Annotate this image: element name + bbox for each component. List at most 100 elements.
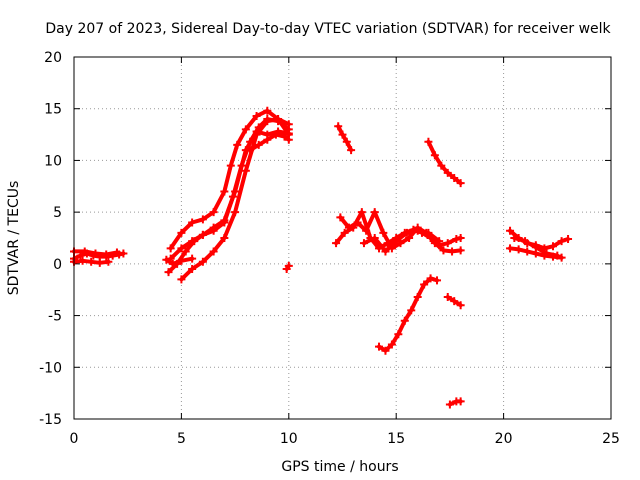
y-axis-label: SDTVAR / TECUs (6, 181, 22, 296)
data-point (424, 228, 433, 237)
series-arc-rise-e (162, 254, 197, 268)
data-point (284, 120, 293, 129)
data-point (252, 127, 261, 136)
data-point (553, 251, 562, 260)
series-arc-rise-d (164, 127, 293, 277)
data-point (413, 226, 422, 235)
data-point (514, 245, 523, 254)
data-point (271, 130, 280, 139)
data-point (542, 249, 551, 258)
data-point (394, 330, 403, 339)
chart-title: Day 207 of 2023, Sidereal Day-to-day VTE… (45, 21, 611, 37)
tick-labels: 0 5 10 15 20 25 -15 -10 -5 0 5 10 15 20 (39, 50, 620, 447)
data-point (334, 122, 343, 131)
data-point (104, 257, 113, 266)
data-point (220, 216, 229, 225)
data-point (166, 244, 175, 253)
data-point (332, 239, 341, 248)
series-arc-16h-high (424, 137, 465, 188)
data-point (168, 259, 177, 268)
data-point (338, 130, 347, 139)
data-point (549, 242, 558, 251)
data-point (456, 234, 465, 242)
data-point (420, 280, 429, 289)
series-point-17h-low (445, 397, 465, 409)
y-tick-label: -15 (39, 412, 62, 428)
data-point (353, 218, 362, 227)
data-point (402, 228, 411, 237)
data-point (424, 137, 433, 146)
data-point (443, 239, 452, 248)
data-point (263, 106, 272, 115)
data-point (407, 306, 416, 315)
data-point (557, 253, 566, 262)
data-point (439, 246, 448, 255)
data-point (263, 135, 272, 144)
data-point (426, 274, 435, 283)
data-point (381, 346, 390, 355)
y-tick-label: 15 (44, 102, 62, 118)
data-point (336, 213, 345, 222)
series-trace (164, 256, 195, 266)
series-arc-mid-b (336, 208, 465, 256)
data-point (263, 117, 272, 126)
y-tick-label: -10 (39, 360, 62, 376)
data-point (231, 208, 240, 217)
data-point (181, 247, 190, 256)
data-point (340, 228, 349, 237)
x-tick-label: 20 (495, 431, 513, 447)
x-tick-label: 5 (177, 431, 186, 447)
data-point (430, 151, 439, 160)
data-point (443, 292, 452, 301)
series-trace (377, 276, 439, 353)
data-point (190, 237, 199, 246)
data-point (78, 256, 87, 265)
data-point (209, 208, 218, 217)
data-point (284, 261, 293, 270)
x-tick-label: 10 (280, 431, 298, 447)
data-point (80, 247, 89, 256)
x-tick-label: 25 (602, 431, 620, 447)
data-point (220, 187, 229, 196)
data-point (400, 316, 409, 325)
data-point (274, 115, 283, 124)
data-point (362, 226, 371, 235)
y-tick-label: 0 (53, 257, 62, 273)
data-point (523, 247, 532, 256)
data-point (510, 234, 519, 242)
data-point (177, 228, 186, 237)
data-point (188, 218, 197, 227)
series-arc-rise-a (166, 106, 293, 253)
data-point (506, 226, 515, 235)
data-point (95, 258, 104, 267)
data-point (252, 111, 261, 120)
y-tick-label: 5 (53, 205, 62, 221)
data-point (198, 230, 207, 239)
series-arc-early-b (70, 256, 113, 267)
data-point (506, 244, 515, 253)
data-point (233, 140, 242, 149)
data-point (557, 237, 566, 246)
data-point (396, 239, 405, 248)
data-point (177, 256, 186, 265)
data-point (226, 161, 235, 170)
data-point (342, 137, 351, 146)
series-trace (179, 117, 291, 282)
data-points (70, 106, 573, 409)
data-point (188, 254, 197, 263)
data-point (359, 239, 368, 248)
data-point (456, 179, 465, 188)
series-arc-rise-f (246, 130, 293, 155)
y-tick-label: -5 (48, 309, 62, 325)
data-point (437, 161, 446, 170)
data-point (370, 208, 379, 217)
data-point (177, 275, 186, 284)
data-point (443, 168, 452, 177)
data-point (188, 265, 197, 274)
data-point (357, 208, 366, 217)
data-point (521, 237, 530, 246)
series-arc-17h-neg (443, 292, 465, 310)
data-point (91, 249, 100, 258)
data-point (119, 249, 128, 258)
x-tick-label: 15 (387, 431, 405, 447)
